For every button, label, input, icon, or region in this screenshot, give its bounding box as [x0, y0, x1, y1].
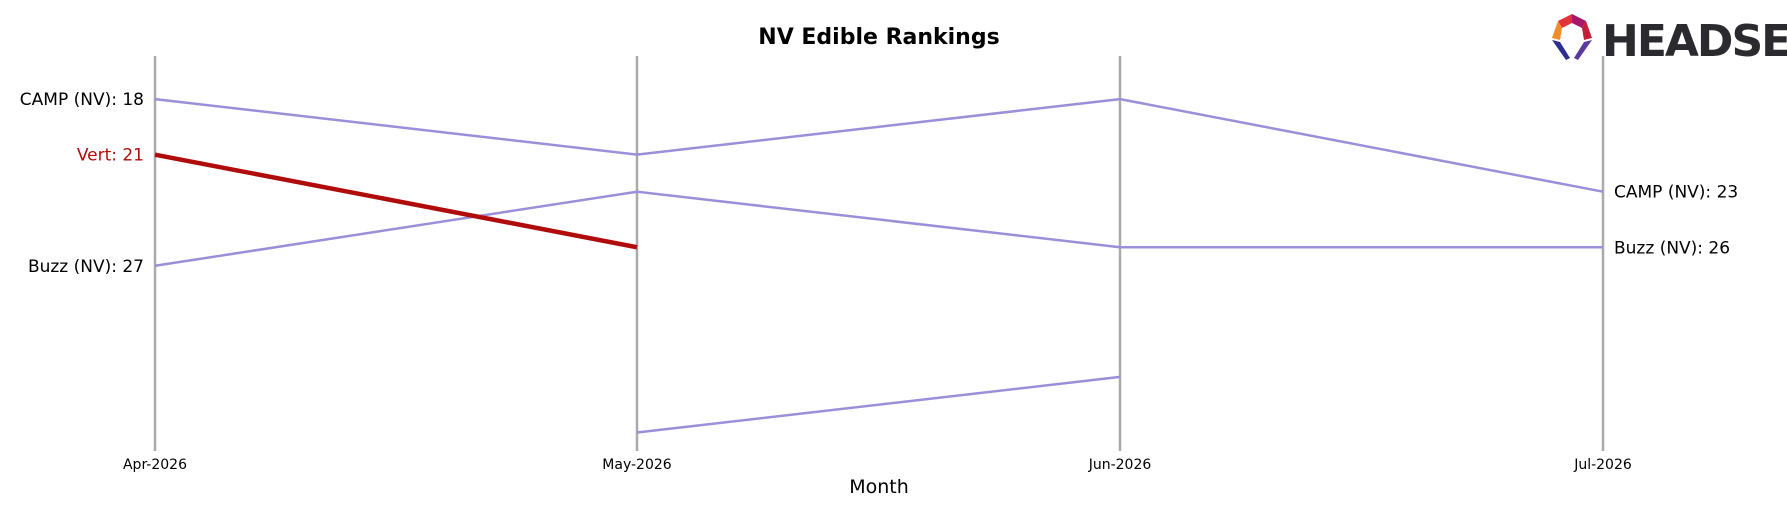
start-label-vert: Vert: 21	[77, 146, 144, 166]
series-labels: CAMP (NV): 18 CAMP (NV): 23 Buzz (NV): 27 B…	[20, 90, 1738, 277]
logo-segment-right	[1582, 21, 1592, 40]
headset-logo-text: HEADSET	[1602, 16, 1787, 67]
month-axis-lines	[153, 56, 1605, 451]
x-tick-label: Apr-2026	[123, 457, 187, 473]
headset-logo: HEADSET	[1552, 14, 1787, 67]
x-tick-label: Jun-2026	[1088, 457, 1152, 473]
chart-title: NV Edible Rankings	[758, 25, 999, 50]
end-label-buzz-nv: Buzz (NV): 26	[1614, 238, 1730, 258]
logo-segment-top-right	[1572, 14, 1586, 28]
series-lines	[154, 97, 1604, 434]
series-line-unnamed	[636, 375, 1121, 434]
start-label-buzz-nv: Buzz (NV): 27	[28, 257, 144, 277]
start-label-camp-nv: CAMP (NV): 18	[20, 90, 144, 110]
logo-segment-left	[1552, 21, 1562, 40]
x-tick-label: May-2026	[602, 457, 671, 473]
x-axis-label: Month	[849, 476, 909, 498]
logo-segment-top-left	[1558, 14, 1572, 28]
logo-segment-bottom-left	[1552, 40, 1570, 60]
x-tick-labels: Apr-2026 May-2026 Jun-2026 Jul-2026	[123, 457, 1632, 473]
logo-segment-bottom-right	[1574, 40, 1592, 60]
headset-logo-mark	[1552, 14, 1592, 60]
series-line-vert	[154, 152, 638, 250]
series-line-buzz-nv	[154, 190, 1603, 268]
x-tick-label: Jul-2026	[1573, 457, 1632, 473]
series-line-camp-nv	[154, 97, 1604, 193]
end-label-camp-nv: CAMP (NV): 23	[1614, 183, 1738, 203]
